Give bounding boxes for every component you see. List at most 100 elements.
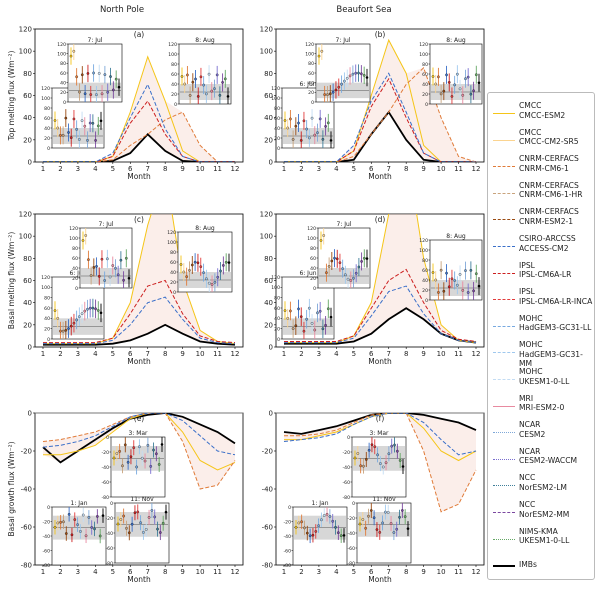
inset-marker — [319, 239, 323, 242]
inset-marker — [188, 269, 191, 272]
y-tick-label: 0 — [269, 159, 273, 167]
inset-marker — [92, 71, 95, 75]
inset-title: 11: Nov — [130, 496, 154, 503]
legend-institution: CNRM-CERFACS — [519, 154, 579, 164]
legend-model: HadGEM3-GC31-LL — [519, 323, 592, 333]
inset-y-tick-label: 0 — [110, 501, 113, 507]
legend-institution: NCC — [519, 473, 536, 483]
inset-marker — [221, 81, 224, 84]
inset-marker — [101, 514, 105, 517]
inset-marker — [339, 534, 343, 538]
inset-title: 1: Jan — [71, 500, 88, 507]
legend-model: IMBs — [519, 560, 537, 570]
inset-marker — [64, 116, 68, 120]
inset-y-tick-label: 20 — [44, 326, 50, 332]
inset-marker — [210, 89, 214, 93]
inset-marker — [450, 95, 454, 98]
legend-item: NCC NorESM2-MM — [488, 500, 594, 530]
inset-y-tick-label: 120 — [69, 226, 78, 232]
legend-institution: MRI — [519, 393, 534, 403]
inset-title: 8: Aug — [446, 233, 466, 240]
x-tick-label: 11 — [454, 165, 463, 173]
inset-title: 6: Jun — [299, 81, 316, 88]
inset-marker — [84, 534, 88, 538]
legend-item: IPSL IPSL-CM6A-LR — [488, 261, 594, 291]
inset-title: 8: Aug — [195, 37, 215, 44]
inset-y-tick-label: 80 — [44, 106, 50, 112]
legend-swatch — [493, 113, 515, 114]
legend-label: MOHC UKESM1-0-LL — [519, 367, 595, 386]
inset-y-tick-label: 20 — [170, 280, 176, 286]
x-tick-label: 10 — [196, 350, 205, 358]
legend-institution: MOHC — [519, 367, 543, 376]
inset-marker — [78, 138, 81, 141]
y-tick-label: 60 — [264, 277, 273, 285]
inset-y-tick-label: 100 — [41, 96, 50, 102]
inset-marker — [207, 281, 211, 285]
inset-marker — [112, 88, 115, 92]
inset-y-tick-label: 0 — [277, 146, 280, 152]
inset-marker — [289, 309, 292, 313]
inset-marker — [125, 526, 128, 530]
inset-marker — [313, 328, 317, 332]
legend-institution: NCC — [519, 500, 536, 509]
inset-marker — [286, 316, 290, 320]
inset-marker — [458, 273, 462, 276]
inset-marker — [401, 509, 404, 512]
x-tick-label: 9 — [180, 350, 184, 358]
inset-y-tick-label: 40 — [422, 278, 428, 284]
inset-marker — [75, 318, 78, 322]
y-tick-label: 60 — [264, 92, 273, 100]
legend-item: CMCC CMCC-ESM2 — [488, 101, 594, 131]
inset-y-tick-label: 40 — [274, 316, 280, 322]
x-axis-label: Month — [127, 357, 151, 366]
x-tick-label: 8 — [404, 165, 408, 173]
inset-marker — [139, 521, 142, 525]
series-line-access-cm2 — [284, 285, 477, 344]
inset-marker — [67, 131, 70, 134]
x-tick-label: 11 — [213, 350, 222, 358]
inset-y-tick-label: -80 — [42, 563, 50, 569]
inset-marker — [94, 307, 97, 311]
y-tick-label: -80 — [21, 562, 32, 570]
inset-y-tick-label: 40 — [171, 82, 177, 88]
y-tick-label: 120 — [19, 26, 32, 34]
legend-item: CSIRO-ARCCSS ACCESS-CM2 — [488, 234, 594, 264]
inset-marker — [91, 121, 95, 125]
inset-marker — [283, 119, 287, 122]
inset-marker — [362, 73, 366, 77]
inset-y-tick-label: 80 — [422, 62, 428, 68]
inset-marker — [80, 119, 84, 123]
inset-y-tick-label: 60 — [310, 256, 316, 262]
inset-y-tick-label: 20 — [171, 92, 177, 98]
inset-marker — [303, 526, 306, 530]
legend-model: CESM2-WACCM — [519, 456, 578, 466]
legend-swatch — [493, 299, 515, 301]
inset-marker — [143, 459, 147, 463]
inset-marker — [302, 329, 306, 333]
inset-marker — [329, 139, 333, 142]
x-tick-label: 11 — [454, 568, 463, 576]
series-group — [284, 38, 477, 162]
inset-y-tick-label: 100 — [167, 240, 176, 246]
legend-item: IMBs — [488, 553, 594, 583]
x-tick-label: 7 — [145, 350, 149, 358]
inset-marker — [213, 280, 217, 284]
inset-y-tick-label: 0 — [106, 435, 109, 441]
inset-marker — [196, 95, 200, 98]
x-tick-label: 4 — [334, 350, 339, 358]
x-tick-label: 6 — [369, 350, 374, 358]
inset-marker — [320, 518, 323, 522]
inset-marker — [180, 75, 184, 78]
inset-marker — [222, 264, 225, 267]
inset-y-tick-label: 120 — [57, 42, 66, 48]
inset-marker — [95, 265, 98, 268]
inset-marker — [121, 464, 124, 468]
inset-marker — [291, 327, 295, 330]
inset-marker — [112, 456, 116, 460]
inset-y-tick-label: 100 — [41, 285, 50, 291]
inset-marker — [353, 456, 357, 460]
inset-marker — [395, 527, 399, 531]
inset-y-tick-label: 40 — [60, 80, 66, 86]
